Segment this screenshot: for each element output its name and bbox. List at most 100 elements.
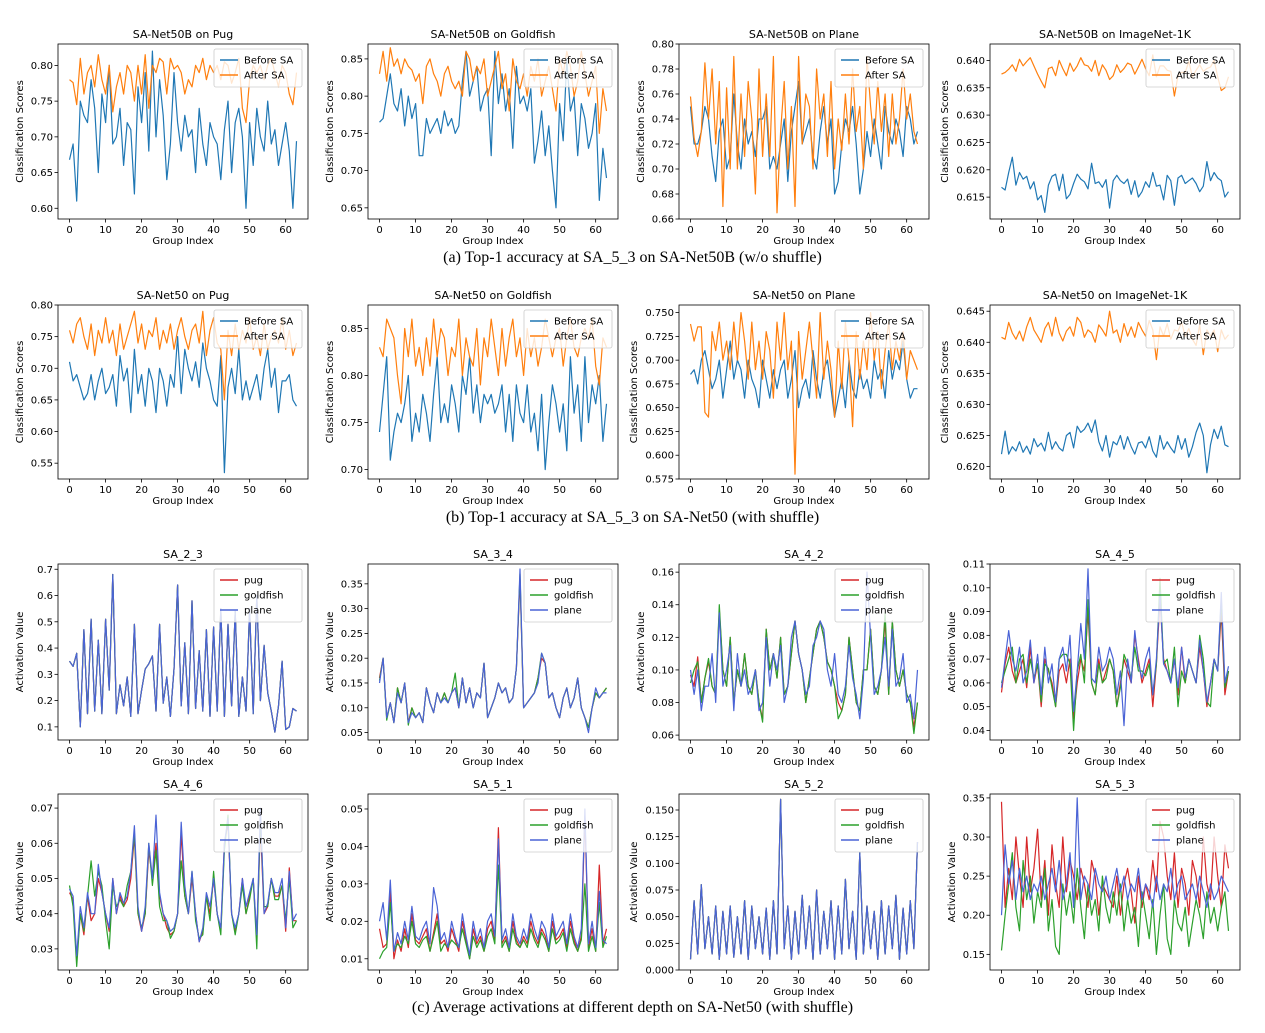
x-tick-label: 30 — [171, 485, 184, 496]
y-tick-label: 0.75 — [341, 418, 363, 429]
x-tick-label: 50 — [243, 976, 256, 987]
legend-box — [213, 798, 303, 853]
x-tick-label: 40 — [207, 225, 220, 236]
y-tick-label: 0.20 — [963, 911, 985, 922]
legend-label: pug — [865, 806, 884, 817]
x-tick-label: 60 — [279, 976, 292, 987]
y-tick-label: 0.76 — [652, 90, 674, 101]
y-tick-label: 0.06 — [31, 839, 53, 850]
y-tick-label: 0.30 — [341, 604, 363, 615]
chart-title: SA-Net50 on Pug — [137, 289, 230, 302]
chart-9: SA_2_3 0 10 20 30 40 50 60 0.1 0.2 0.3 0.4 0.5 0.6 0.7… — [15, 548, 309, 768]
y-tick-label: 0.640 — [956, 56, 985, 67]
y-tick-label: 0.60 — [31, 204, 53, 215]
y-tick-label: 0.68 — [652, 190, 674, 201]
series-line-before-sa — [689, 80, 919, 195]
y-tick-label: 0.75 — [341, 129, 363, 140]
series-line-goldfish — [1000, 852, 1230, 956]
caption-c: (c) Average activations at different dep… — [411, 999, 854, 1016]
y-tick-label: 0.20 — [341, 654, 363, 665]
series-line-plane — [1000, 797, 1230, 916]
y-axis-label: Activation Value — [325, 842, 336, 923]
legend: Before SA After SA — [213, 309, 303, 349]
x-tick-label: 30 — [171, 976, 184, 987]
x-tick-label: 40 — [517, 746, 530, 757]
y-tick-label: 0.635 — [956, 369, 985, 380]
legend-box — [523, 798, 613, 853]
legend-label: After SA — [1176, 71, 1217, 82]
series-group — [689, 798, 919, 960]
y-axis-label: Activation Value — [15, 612, 26, 693]
x-tick-label: 30 — [792, 976, 805, 987]
series-line-before-sa — [1001, 156, 1229, 213]
y-axis-label: Classification Scores — [940, 341, 951, 444]
x-tick-label: 20 — [1067, 976, 1080, 987]
y-tick-label: 0.625 — [956, 138, 985, 149]
y-tick-label: 0.72 — [652, 140, 674, 151]
y-tick-label: 0.10 — [963, 583, 985, 594]
legend-box — [1145, 568, 1235, 623]
x-tick-label: 0 — [66, 976, 72, 987]
y-tick-label: 0.11 — [963, 560, 985, 571]
y-tick-label: 0.06 — [652, 731, 674, 742]
chart-6: SA-Net50 on Goldfish 0 10 20 30 40 50 60 0.70 0.7… — [325, 289, 619, 507]
x-tick-label: 20 — [445, 225, 458, 236]
y-tick-label: 0.30 — [963, 833, 985, 844]
x-tick-label: 30 — [171, 225, 184, 236]
legend-label: pug — [244, 806, 263, 817]
x-tick-label: 20 — [1067, 746, 1080, 757]
x-tick-label: 0 — [998, 976, 1004, 987]
y-tick-label: 0.075 — [645, 886, 674, 897]
x-tick-label: 30 — [792, 225, 805, 236]
legend-label: goldfish — [554, 821, 593, 832]
chart-5: SA-Net50 on Pug 0 10 20 30 40 50 60 0.55 0.60 0.65… — [15, 289, 309, 507]
legend-label: Before SA — [1176, 56, 1225, 67]
x-tick-label: 10 — [1031, 976, 1044, 987]
x-tick-label: 40 — [828, 746, 841, 757]
series-line-plane — [378, 568, 607, 734]
legend: Before SA After SA — [834, 309, 924, 349]
x-tick-label: 0 — [687, 225, 693, 236]
y-tick-label: 0.25 — [341, 629, 363, 640]
legend: pug goldfish plane — [834, 568, 924, 623]
x-tick-label: 0 — [66, 225, 72, 236]
series-group — [378, 808, 608, 960]
x-tick-label: 60 — [1211, 746, 1224, 757]
y-tick-label: 0.07 — [963, 655, 985, 666]
x-tick-label: 20 — [1067, 225, 1080, 236]
chart-14: SA_5_1 0 10 20 30 40 50 60 0.01 0.02 0.03 0.04 0.05 G… — [325, 778, 619, 998]
chart-title: SA_4_2 — [784, 548, 824, 561]
chart-title: SA_5_1 — [473, 778, 513, 791]
x-tick-label: 50 — [1175, 485, 1188, 496]
legend: pug goldfish plane — [1145, 798, 1235, 853]
x-tick-label: 50 — [553, 976, 566, 987]
x-axis-label: Group Index — [773, 757, 834, 768]
legend-label: plane — [244, 606, 272, 617]
legend: pug goldfish plane — [834, 798, 924, 853]
legend-box — [213, 568, 303, 623]
x-axis-label: Group Index — [462, 496, 523, 507]
y-tick-label: 0.35 — [341, 579, 363, 590]
x-tick-label: 0 — [376, 485, 382, 496]
y-tick-label: 0.02 — [341, 917, 363, 928]
x-tick-label: 60 — [900, 976, 913, 987]
y-tick-label: 0.7 — [37, 565, 53, 576]
x-axis-label: Group Index — [152, 236, 213, 247]
y-tick-label: 0.70 — [31, 364, 53, 375]
chart-7: SA-Net50 on Plane 0 10 20 30 40 50 60 0.575 0.600… — [629, 289, 930, 507]
y-tick-label: 0.08 — [652, 698, 674, 709]
legend-label: Before SA — [244, 56, 293, 67]
x-tick-label: 60 — [589, 225, 602, 236]
x-tick-label: 20 — [445, 746, 458, 757]
x-tick-label: 40 — [517, 225, 530, 236]
y-tick-label: 0.625 — [645, 427, 674, 438]
y-tick-label: 0.575 — [645, 475, 674, 486]
x-axis-label: Group Index — [773, 496, 834, 507]
x-tick-label: 0 — [687, 746, 693, 757]
y-tick-label: 0.12 — [652, 633, 674, 644]
x-tick-label: 20 — [135, 746, 148, 757]
x-tick-label: 30 — [481, 225, 494, 236]
x-tick-label: 60 — [900, 225, 913, 236]
y-tick-label: 0.6 — [37, 591, 53, 602]
y-tick-label: 0.65 — [31, 168, 53, 179]
